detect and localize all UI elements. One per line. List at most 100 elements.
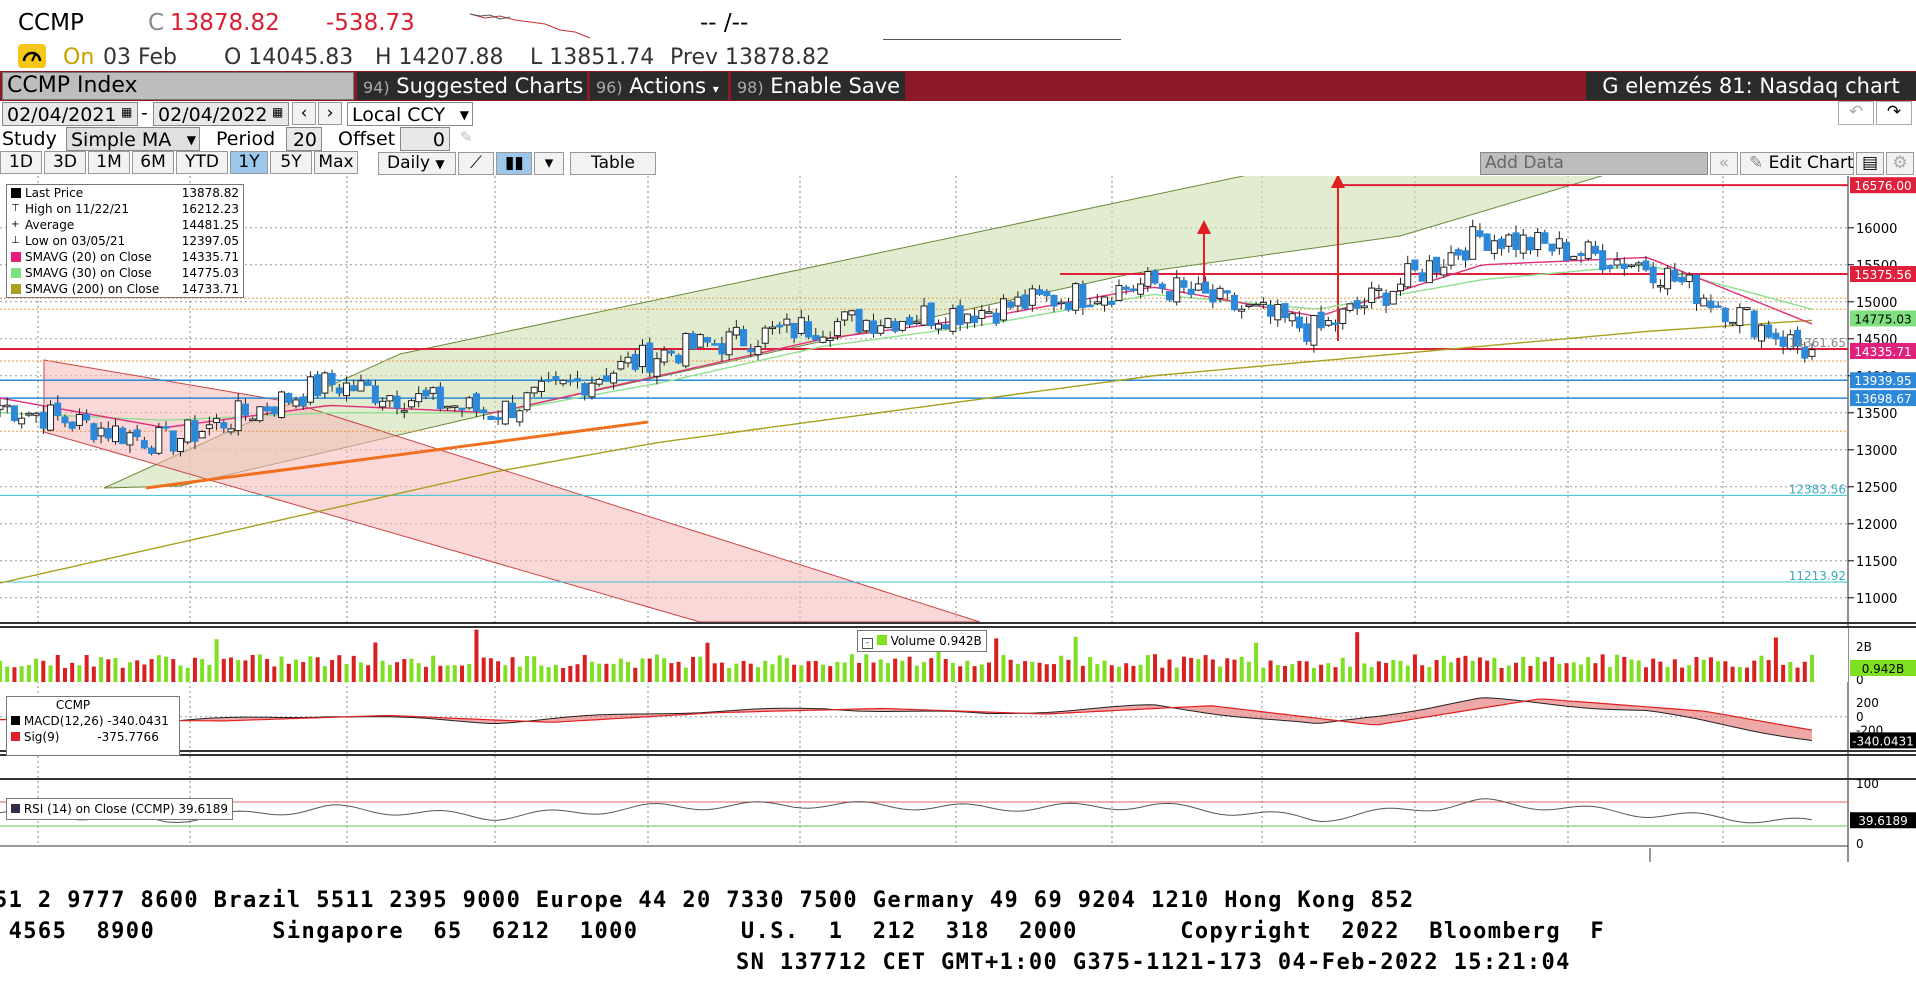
- candle-body: [1230, 294, 1238, 311]
- prev-period-button[interactable]: ‹: [292, 102, 316, 125]
- candle-body: [213, 417, 221, 424]
- start-date-field[interactable]: 02/04/2021: [2, 102, 138, 126]
- range-button-1y[interactable]: 1Y: [230, 151, 268, 174]
- candle-body: [444, 405, 452, 409]
- range-button-6m[interactable]: 6M: [132, 151, 174, 174]
- volume-bar: [524, 656, 529, 682]
- candle-body: [1786, 334, 1794, 350]
- frequency-select[interactable]: Daily ▼: [378, 152, 456, 175]
- redo-icon[interactable]: ↷: [1876, 101, 1912, 125]
- bar-chart-icon[interactable]: ▮▮: [496, 152, 532, 175]
- candle-body: [1115, 285, 1123, 301]
- offset-field[interactable]: 0: [400, 127, 450, 151]
- volume-bar: [1607, 666, 1612, 682]
- security-field[interactable]: CCMP Index: [2, 72, 354, 100]
- candle-body: [1007, 301, 1015, 308]
- volume-bar: [987, 662, 992, 682]
- frequency-value: Daily: [387, 153, 431, 173]
- gear-icon[interactable]: ⚙: [1886, 152, 1914, 175]
- on-label: On: [63, 45, 95, 70]
- volume-bar: [1008, 659, 1013, 682]
- candle-body: [1541, 232, 1549, 244]
- end-date-field[interactable]: 02/04/2022: [153, 102, 289, 126]
- volume-bar: [1304, 661, 1309, 682]
- next-period-button[interactable]: ›: [318, 102, 342, 125]
- candle-body: [1223, 290, 1231, 294]
- volume-bar: [1023, 661, 1028, 682]
- calendar-icon[interactable]: ▦: [272, 105, 284, 119]
- line-chart-icon[interactable]: ⟋: [458, 152, 494, 175]
- currency-select[interactable]: Local CCY ▼: [347, 102, 473, 126]
- legend-name: Last Price: [25, 186, 84, 200]
- volume-label: Volume: [890, 634, 936, 648]
- volume-bar: [878, 659, 883, 682]
- pencil-icon[interactable]: ✎: [460, 128, 473, 146]
- macd-line: [0, 697, 1813, 741]
- volume-bar: [1283, 665, 1288, 682]
- add-data-input[interactable]: Add Data: [1480, 152, 1708, 175]
- price-axis-label: 15000: [1856, 296, 1897, 311]
- period-field[interactable]: 20: [286, 127, 322, 151]
- range-button-3d[interactable]: 3D: [44, 151, 86, 174]
- volume-bar: [900, 660, 905, 682]
- collapse-icon[interactable]: «: [1710, 152, 1738, 175]
- volume-bar: [91, 666, 96, 682]
- table-button[interactable]: Table: [570, 152, 656, 175]
- candle-body: [1418, 272, 1426, 282]
- candle-body: [25, 413, 33, 416]
- volume-bar: [662, 658, 667, 682]
- legend-item: ⊤ High on 11/22/21 16212.23: [7, 201, 243, 217]
- price-axis-label: 11000: [1856, 592, 1897, 607]
- suggested-charts-button[interactable]: 94) Suggested Charts: [357, 72, 587, 100]
- candle-body: [985, 311, 993, 314]
- volume-bar: [1268, 660, 1273, 682]
- chart-area[interactable]: 1600015500150001450014000135001300012500…: [0, 176, 1916, 862]
- gauge-icon[interactable]: [18, 44, 46, 68]
- volume-bar: [770, 664, 775, 682]
- volume-bar: [842, 662, 847, 682]
- undo-icon[interactable]: ↶: [1838, 101, 1874, 125]
- chart-settings-icon[interactable]: ▤: [1856, 152, 1884, 175]
- volume-bar: [813, 660, 818, 682]
- study-select[interactable]: Simple MA ▼: [66, 127, 200, 151]
- actions-number: 96): [596, 78, 623, 97]
- actions-button[interactable]: 96) Actions ▾: [590, 72, 728, 100]
- candle-body: [472, 393, 480, 412]
- range-button-max[interactable]: Max: [314, 151, 358, 174]
- orange-trendline: [145, 420, 649, 490]
- candle-body: [675, 354, 683, 364]
- edit-chart-button[interactable]: ✎ Edit Chart: [1740, 152, 1854, 175]
- candle-body: [1750, 310, 1758, 338]
- candle-body: [205, 424, 213, 429]
- legend-item: ⊥ Low on 03/05/21 12397.05: [7, 233, 243, 249]
- enable-save-button[interactable]: 98) Enable Save: [731, 72, 905, 100]
- macd-value: -340.0431: [107, 714, 169, 728]
- candle-body: [754, 346, 762, 356]
- volume-bar: [1203, 655, 1208, 682]
- candle-body: [191, 420, 199, 442]
- candle-body: [1526, 237, 1534, 251]
- volume-bar: [452, 665, 457, 682]
- volume-bar: [1326, 663, 1331, 682]
- price-axis-label: 13000: [1856, 444, 1897, 459]
- candle-body: [169, 430, 177, 452]
- volume-bar: [1564, 663, 1569, 682]
- volume-bar: [1441, 655, 1446, 682]
- candle-body: [140, 440, 148, 449]
- range-button-1m[interactable]: 1M: [88, 151, 130, 174]
- volume-bar: [1261, 667, 1266, 682]
- calendar-icon[interactable]: ▦: [121, 105, 133, 119]
- range-button-5y[interactable]: 5Y: [270, 151, 312, 174]
- candle-body: [1295, 316, 1303, 329]
- volume-bar: [1651, 658, 1656, 682]
- price-axis-label: 11500: [1856, 555, 1897, 570]
- candle-body: [126, 432, 134, 446]
- volume-bar: [1109, 665, 1114, 682]
- candle-body: [516, 410, 524, 423]
- volume-bar: [1737, 666, 1742, 682]
- range-button-ytd[interactable]: YTD: [176, 151, 228, 174]
- range-button-1d[interactable]: 1D: [0, 151, 42, 174]
- volume-bar: [265, 658, 270, 682]
- volume-bar: [1347, 666, 1352, 682]
- chart-type-dropdown-icon[interactable]: ▾: [534, 152, 564, 175]
